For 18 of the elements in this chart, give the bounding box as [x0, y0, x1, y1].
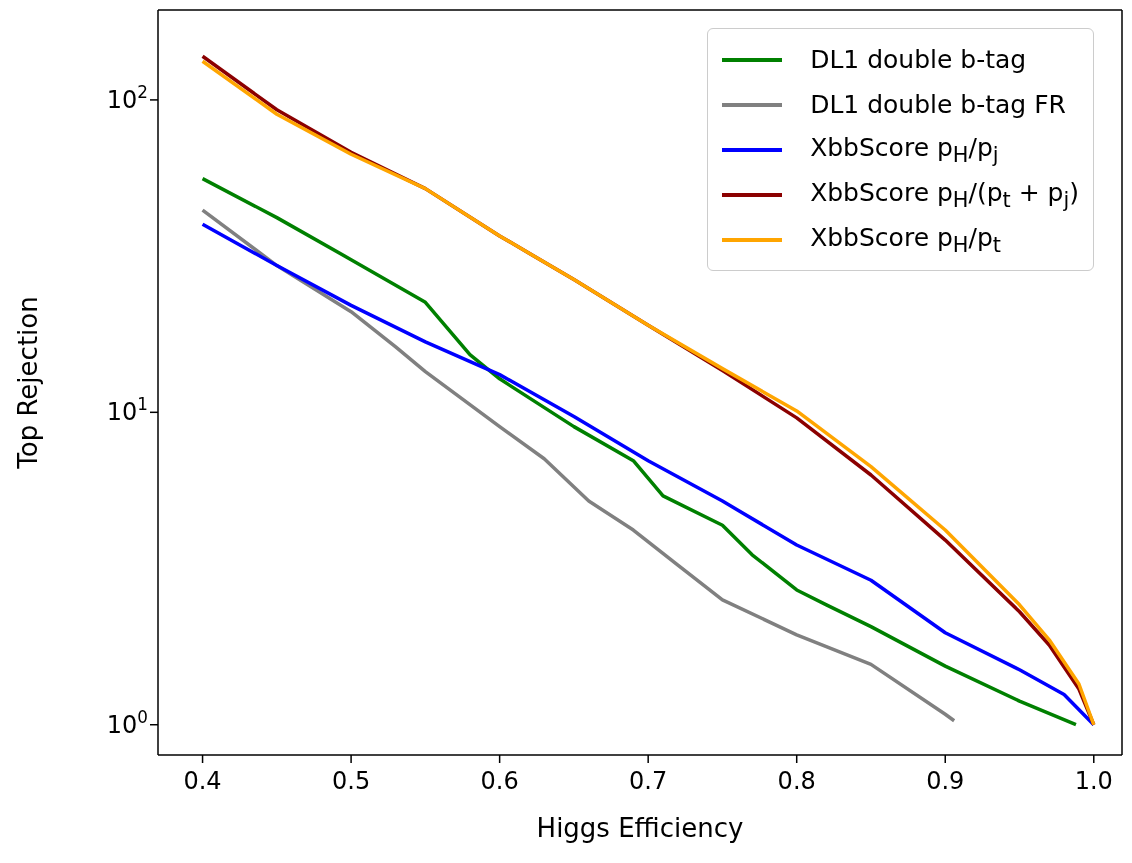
x-tick-label: 0.8: [777, 767, 816, 795]
x-tick-label: 0.6: [480, 767, 519, 795]
legend-label: XbbScore p$_{H}$/(p$_{t}$ + p$_{j}$): [810, 177, 1079, 212]
legend-label: DL1 double b-tag FR: [810, 90, 1066, 119]
x-tick-label: 0.7: [629, 767, 668, 795]
legend-label: XbbScore p$_{H}$/p$_{t}$: [810, 222, 1001, 257]
legend-label: XbbScore p$_{H}$/p$_{j}$: [810, 132, 999, 167]
x-tick-label: 1.0: [1074, 767, 1113, 795]
x-tick-label: 0.9: [926, 767, 965, 795]
legend-label: DL1 double b-tag: [810, 45, 1027, 74]
x-axis-title: Higgs Efficiency: [536, 813, 744, 843]
line-series: [200, 208, 956, 723]
y-tick-label: 10$^{2}$: [106, 81, 148, 114]
x-tick-label: 0.4: [183, 767, 222, 795]
x-tick-label: 0.5: [332, 767, 371, 795]
y-axis-title: Top Rejection: [13, 296, 44, 470]
y-tick-label: 10$^{0}$: [106, 706, 148, 739]
y-tick-label: 10$^{1}$: [106, 394, 148, 427]
